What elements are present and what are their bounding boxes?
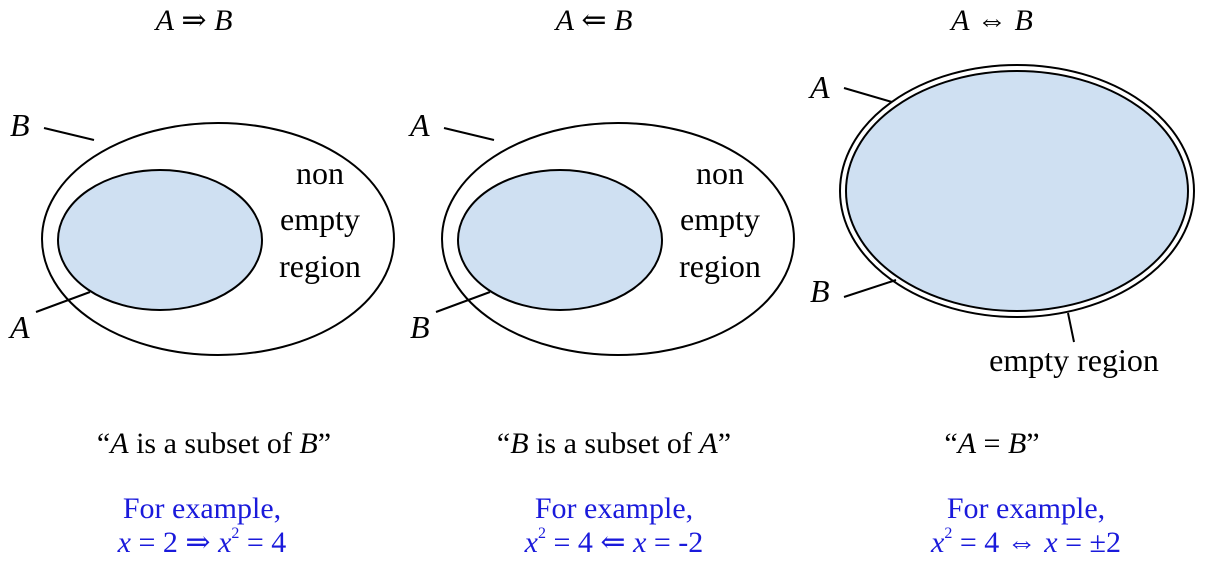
heading-a-implied-by-b: A ⇐ B	[394, 4, 794, 38]
formula-part: = ±2	[1057, 526, 1121, 559]
outer-set-label: B	[10, 107, 30, 143]
empty-region-leader	[1067, 312, 1075, 343]
caption-var-b: B	[1007, 427, 1027, 460]
example-a-implies-b: For example, x = 2 ⇒ x2 = 4	[2, 492, 402, 560]
inner-label-leader	[35, 291, 91, 313]
inner-set-ellipse	[845, 70, 1189, 312]
empty-region-label: empty region	[989, 342, 1159, 378]
formula-part: x	[218, 526, 232, 559]
formula-part: ⇔	[1006, 526, 1037, 559]
quote-close: ”	[1026, 427, 1040, 460]
formula-part: x	[524, 526, 538, 559]
venn-diagram-a-equals-b: A B empty region	[808, 64, 1195, 378]
caption-a-equals-b: “A = B”	[792, 426, 1192, 462]
region-line-1: non	[696, 155, 744, 191]
caption-a-subset-b: “A is a subset of B”	[14, 426, 414, 462]
caption-text: =	[976, 427, 1008, 460]
inner-label-leader	[435, 291, 491, 313]
outer-set-label: A	[808, 69, 830, 105]
heading-left: A	[951, 4, 970, 37]
inner-label-leader	[843, 279, 897, 298]
formula-part	[626, 526, 634, 559]
inner-set-ellipse	[457, 169, 663, 311]
formula-part: = 2	[131, 526, 186, 559]
outer-label-leader	[443, 127, 495, 141]
heading-left: A	[555, 4, 574, 37]
formula-part: x	[931, 526, 945, 559]
inner-set-ellipse	[57, 169, 263, 311]
example-prefix: For example,	[122, 492, 282, 525]
panel-a-iff-b: A ⇔ B A B empty region “A = B” For examp…	[800, 0, 1200, 578]
venn-diagram-b-subset-a: A B non empty region	[408, 107, 795, 356]
panel-a-implies-b: A ⇒ B B A non empty region “A is a subse…	[0, 0, 400, 578]
caption-b-subset-a: “B is a subset of A”	[414, 426, 814, 462]
formula-part: x	[1044, 526, 1058, 559]
heading-right: B	[1014, 4, 1033, 37]
example-formula: x2 = 4 ⇔ x = ±2	[826, 526, 1211, 560]
caption-var-a: A	[957, 427, 977, 460]
outer-label-leader	[43, 127, 95, 141]
formula-part: = 4	[239, 526, 287, 559]
heading-operator: ⇒	[181, 4, 207, 37]
caption-var-b: A	[699, 427, 718, 460]
caption-var-a: A	[110, 427, 129, 460]
example-prefix: For example,	[534, 492, 694, 525]
quote-close: ”	[317, 427, 332, 460]
inner-set-label: B	[410, 309, 430, 345]
inner-set-label: A	[8, 309, 30, 345]
region-line-3: region	[279, 248, 361, 284]
quote-open: “	[496, 427, 511, 460]
caption-text: is a subset of	[128, 427, 300, 460]
heading-a-implies-b: A ⇒ B	[0, 4, 394, 38]
outer-set-label: A	[408, 107, 430, 143]
example-a-iff-b: For example, x2 = 4 ⇔ x = ±2	[826, 492, 1211, 560]
heading-left: A	[155, 4, 174, 37]
caption-var-b: B	[299, 427, 318, 460]
formula-part: = -2	[646, 526, 704, 559]
formula-part: = 4	[952, 526, 1007, 559]
region-line-2: empty	[680, 201, 760, 237]
caption-var-a: B	[510, 427, 529, 460]
quote-close: ”	[717, 427, 732, 460]
formula-part	[211, 526, 219, 559]
outer-label-leader	[843, 87, 893, 103]
heading-operator: ⇐	[581, 4, 607, 37]
formula-exponent: 2	[538, 525, 546, 542]
region-line-3: region	[679, 248, 761, 284]
heading-right: B	[614, 4, 633, 37]
formula-part: x	[117, 526, 131, 559]
region-line-1: non	[296, 155, 344, 191]
formula-part: ⇒	[185, 526, 211, 559]
caption-text: is a subset of	[528, 427, 700, 460]
formula-part: = 4	[546, 526, 601, 559]
quote-open: “	[96, 427, 111, 460]
panel-a-implied-by-b: A ⇐ B A B non empty region “B is a subse…	[400, 0, 800, 578]
heading-a-iff-b: A ⇔ B	[792, 4, 1192, 38]
example-formula: x = 2 ⇒ x2 = 4	[2, 526, 402, 560]
example-a-implied-by-b: For example, x2 = 4 ⇐ x = -2	[414, 492, 814, 560]
formula-part: x	[633, 526, 647, 559]
heading-right: B	[214, 4, 233, 37]
inner-set-label: B	[810, 273, 830, 309]
region-line-2: empty	[280, 201, 360, 237]
heading-operator: ⇔	[977, 4, 1007, 37]
formula-part: ⇐	[600, 526, 626, 559]
formula-exponent: 2	[944, 525, 953, 542]
example-prefix: For example,	[946, 492, 1106, 525]
quote-open: “	[944, 427, 958, 460]
venn-diagram-a-subset-b: B A non empty region	[8, 107, 395, 356]
example-formula: x2 = 4 ⇐ x = -2	[414, 526, 814, 560]
formula-exponent: 2	[231, 525, 240, 542]
